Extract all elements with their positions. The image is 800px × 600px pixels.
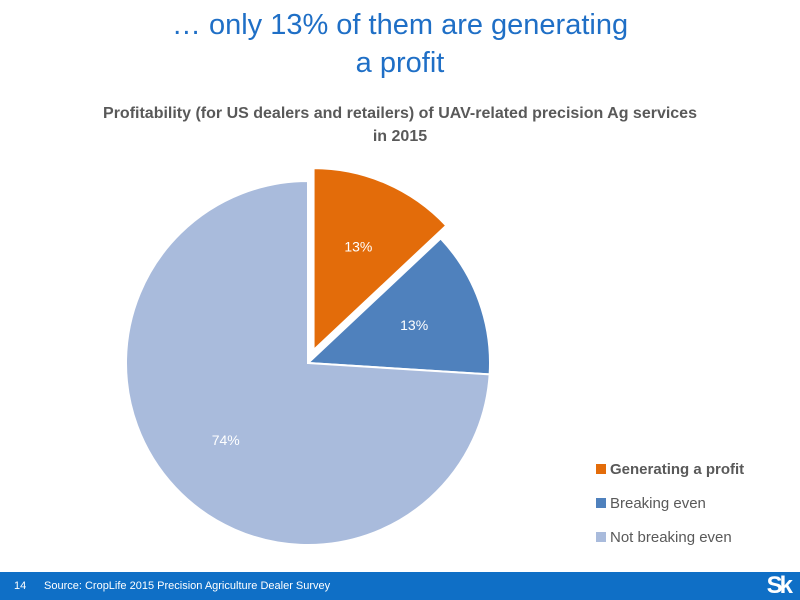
legend-item-generating-profit: Generating a profit [596,452,786,486]
company-logo: Sk [766,572,793,599]
source-note: Source: CropLife 2015 Precision Agricult… [44,580,331,592]
chart-title-line-2: in 2015 [372,128,428,145]
legend-item-breaking-even: Breaking even [596,486,786,520]
chart-title: Profitability (for US dealers and retail… [70,102,730,148]
legend-item-not-breaking-even: Not breaking even [596,520,786,554]
slide-title-line-1: … only 13% of them are generating [171,9,629,41]
legend-swatch [596,498,606,508]
pie-slice-generating-a-profit [312,167,448,353]
chart-legend: Generating a profit Breaking even Not br… [596,452,786,554]
legend-label: Breaking even [610,494,706,512]
legend-swatch [596,464,606,474]
slide-title: … only 13% of them are generating a prof… [0,6,800,82]
pie-slice-not-breaking-even [125,179,491,546]
pie-data-label: 74% [212,432,240,448]
slide-title-line-2: a profit [355,47,445,79]
chart-title-line-1: Profitability (for US dealers and retail… [103,105,697,122]
footer-bar: 14 Source: CropLife 2015 Precision Agric… [0,572,800,600]
page-number: 14 [14,580,27,592]
legend-label: Not breaking even [610,528,732,546]
pie-data-label: 13% [344,239,372,255]
pie-slice-breaking-even [305,236,491,376]
legend-swatch [596,532,606,542]
legend-label: Generating a profit [610,460,745,478]
pie-data-label: 13% [400,317,428,333]
